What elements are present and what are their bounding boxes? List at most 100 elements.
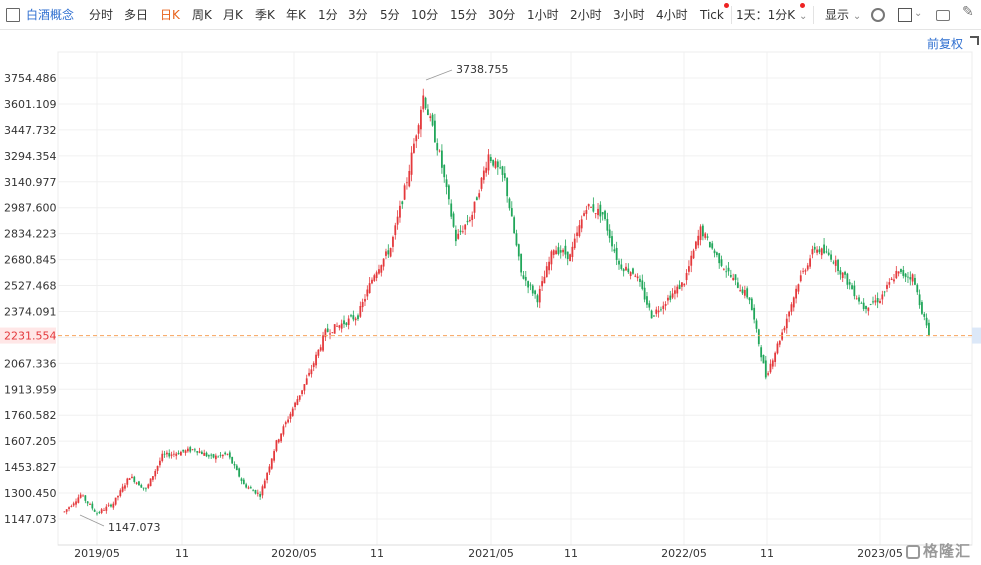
pencil-icon[interactable]: ✎ xyxy=(962,4,974,20)
candle-body xyxy=(571,246,574,258)
candle-body xyxy=(149,478,152,487)
candle-body xyxy=(166,452,168,455)
candle-body xyxy=(545,266,548,278)
candle-body xyxy=(806,265,809,270)
gear-icon[interactable] xyxy=(871,8,885,22)
candle-body xyxy=(345,322,348,326)
candle-body xyxy=(182,449,185,452)
candle-body xyxy=(385,251,387,256)
candle-body xyxy=(420,109,422,130)
period-tab[interactable]: 3分 xyxy=(348,8,368,22)
period-tab[interactable]: 年K xyxy=(286,8,306,22)
display-select[interactable]: 显示 ⌄ xyxy=(825,8,861,24)
period-tab[interactable]: 10分 xyxy=(411,8,439,22)
candle-body xyxy=(704,233,707,238)
period-tab-tick[interactable]: Tick xyxy=(700,8,724,22)
camera-icon[interactable] xyxy=(936,10,950,21)
candle-body xyxy=(68,507,70,509)
period-tab[interactable]: 4小时 xyxy=(656,8,688,22)
y-tick-label: 1760.582 xyxy=(4,409,57,422)
candle-body xyxy=(277,439,280,443)
candle-body xyxy=(718,253,721,264)
period-tab[interactable]: 15分 xyxy=(450,8,478,22)
candle-body xyxy=(706,236,709,238)
candle-body xyxy=(855,298,858,300)
candle-body xyxy=(438,150,441,152)
candle-body xyxy=(776,343,779,354)
y-tick-label: 1607.205 xyxy=(4,435,57,448)
candle-body xyxy=(154,470,157,477)
candle-body xyxy=(256,492,259,494)
period-tab[interactable]: 2小时 xyxy=(570,8,602,22)
expand-icon[interactable] xyxy=(970,36,979,45)
chevron-down-icon[interactable]: ⌄ xyxy=(914,8,923,19)
y-tick-label: 2067.336 xyxy=(4,357,57,370)
candle-body xyxy=(105,506,108,511)
candle-body xyxy=(487,154,490,171)
candle-body xyxy=(235,465,238,471)
candle-body xyxy=(340,323,343,329)
candle-body xyxy=(701,225,704,237)
candle-body xyxy=(846,273,849,285)
candle-body xyxy=(750,298,753,311)
candle-body xyxy=(653,315,655,317)
candle-body xyxy=(238,468,241,477)
x-tick-label: 11 xyxy=(175,547,189,560)
candle-body xyxy=(921,302,923,314)
candle-body xyxy=(212,454,215,458)
interval-select[interactable]: 1天：1分K ⌄ xyxy=(736,8,807,24)
candle-body xyxy=(399,205,401,218)
period-tab[interactable]: 月K xyxy=(223,8,243,22)
candle-body xyxy=(683,283,686,286)
period-tab[interactable]: 周K xyxy=(192,8,212,22)
candle-body xyxy=(867,307,870,311)
tick-badge-dot xyxy=(724,3,729,8)
candle-body xyxy=(431,114,434,126)
sidebar-toggle-icon[interactable] xyxy=(6,8,20,22)
candle-body xyxy=(739,290,742,292)
candle-body xyxy=(98,512,101,513)
candle-body xyxy=(900,268,902,273)
candle-body xyxy=(797,284,800,292)
period-tab[interactable]: 3小时 xyxy=(613,8,645,22)
period-tab[interactable]: 多日 xyxy=(124,8,149,22)
period-tab[interactable]: 1小时 xyxy=(527,8,559,22)
candle-body xyxy=(461,231,464,233)
adjust-mode-label[interactable]: 前复权 xyxy=(926,37,963,51)
current-price-tag xyxy=(0,327,56,344)
candle-body xyxy=(890,278,893,281)
candle-body xyxy=(760,347,763,358)
y-tick-label: 1913.959 xyxy=(4,383,57,396)
candle-body xyxy=(897,271,900,274)
candle-body xyxy=(585,210,588,214)
candle-body xyxy=(364,298,366,302)
candle-body xyxy=(410,152,413,175)
index-title[interactable]: 白酒概念 xyxy=(26,8,75,22)
candle-body xyxy=(163,453,166,455)
period-tab[interactable]: 1分 xyxy=(318,8,338,22)
period-tab-active[interactable]: 日K xyxy=(160,8,180,22)
candle-body xyxy=(494,161,497,168)
period-tab[interactable]: 季K xyxy=(255,8,275,22)
candle-body xyxy=(86,501,89,504)
candle-body xyxy=(287,419,289,423)
candle-body xyxy=(860,302,863,304)
candle-body xyxy=(131,476,133,479)
candle-body xyxy=(641,280,644,289)
candle-body xyxy=(827,252,830,255)
candle-body xyxy=(541,281,543,287)
candle-body xyxy=(841,272,844,279)
candle-body xyxy=(371,279,373,284)
candle-body xyxy=(862,302,865,310)
candle-body xyxy=(284,422,287,425)
candle-body xyxy=(252,490,255,492)
square-icon[interactable] xyxy=(898,8,912,22)
candle-body xyxy=(352,315,355,320)
period-tab[interactable]: 分时 xyxy=(89,8,114,22)
period-tab[interactable]: 5分 xyxy=(380,8,400,22)
period-tab[interactable]: 30分 xyxy=(488,8,516,22)
candle-body xyxy=(757,329,760,345)
candle-body xyxy=(189,447,192,452)
chevron-down-icon: ⌄ xyxy=(852,11,862,22)
